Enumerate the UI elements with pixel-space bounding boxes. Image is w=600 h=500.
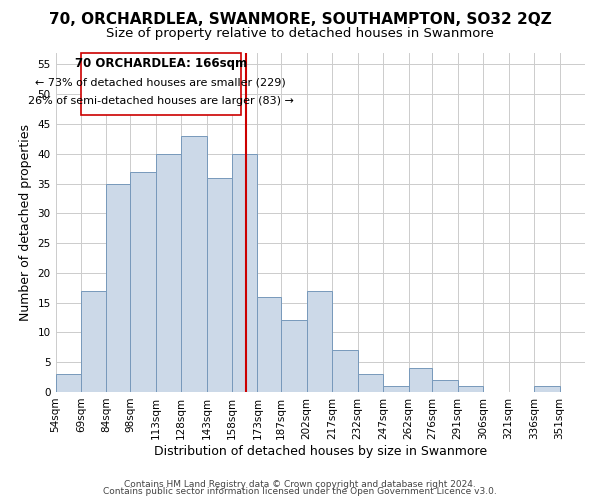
Bar [307,290,332,392]
Bar [458,386,483,392]
Text: Contains public sector information licensed under the Open Government Licence v3: Contains public sector information licen… [103,487,497,496]
FancyBboxPatch shape [81,52,241,115]
Text: 70 ORCHARDLEA: 166sqm: 70 ORCHARDLEA: 166sqm [74,58,247,70]
X-axis label: Distribution of detached houses by size in Swanmore: Distribution of detached houses by size … [154,444,487,458]
Bar [383,386,409,392]
Text: 70, ORCHARDLEA, SWANMORE, SOUTHAMPTON, SO32 2QZ: 70, ORCHARDLEA, SWANMORE, SOUTHAMPTON, S… [49,12,551,28]
Bar [106,184,130,392]
Bar [56,374,81,392]
Bar [332,350,358,392]
Bar [358,374,383,392]
Text: ← 73% of detached houses are smaller (229): ← 73% of detached houses are smaller (22… [35,78,286,88]
Bar [281,320,307,392]
Bar [409,368,432,392]
Bar [232,154,257,392]
Text: Size of property relative to detached houses in Swanmore: Size of property relative to detached ho… [106,28,494,40]
Bar [181,136,206,392]
Bar [257,296,281,392]
Bar [155,154,181,392]
Text: 26% of semi-detached houses are larger (83) →: 26% of semi-detached houses are larger (… [28,96,293,106]
Bar [534,386,560,392]
Y-axis label: Number of detached properties: Number of detached properties [19,124,32,320]
Bar [206,178,232,392]
Bar [432,380,458,392]
Bar [81,290,106,392]
Text: Contains HM Land Registry data © Crown copyright and database right 2024.: Contains HM Land Registry data © Crown c… [124,480,476,489]
Bar [130,172,155,392]
